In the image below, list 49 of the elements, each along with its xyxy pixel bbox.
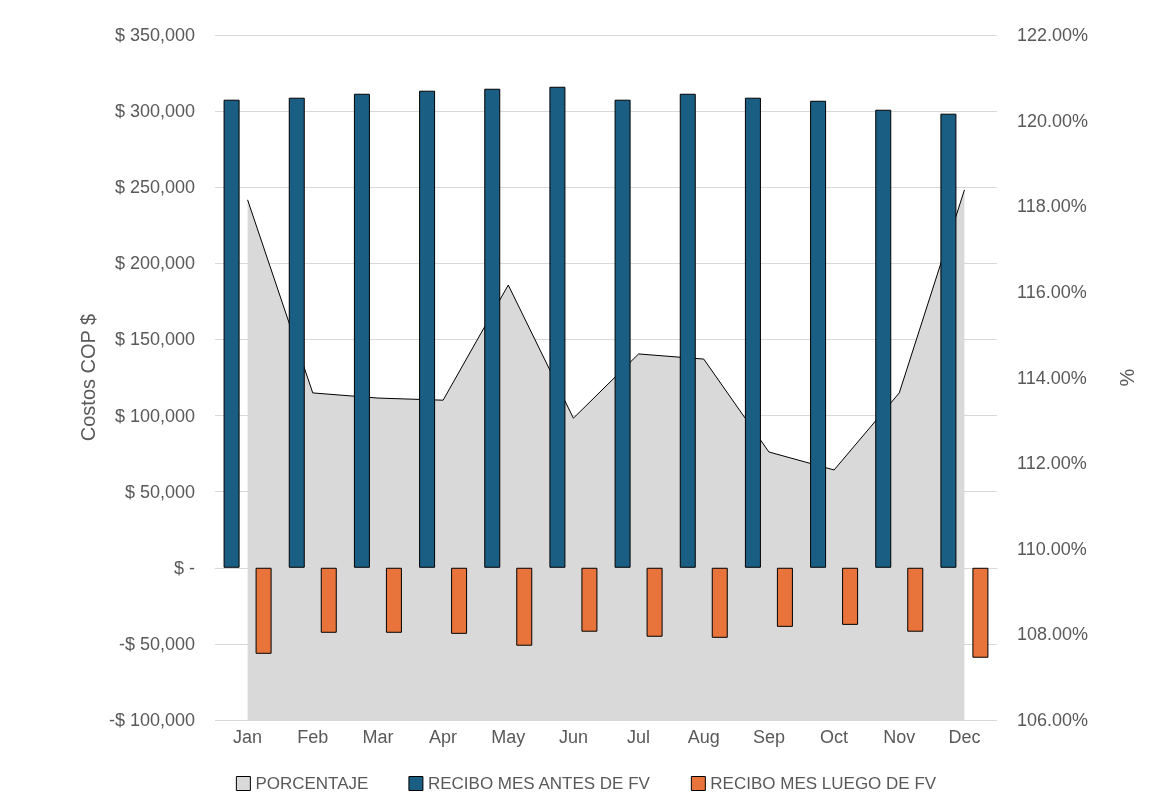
- bar: [907, 567, 924, 632]
- y2-tick-label: 116.00%: [1017, 281, 1087, 302]
- bar: [776, 567, 793, 627]
- x-tick-label: Sep: [752, 727, 785, 747]
- bar: [711, 567, 728, 638]
- y-tick-label: $ 300,000: [114, 101, 195, 122]
- x-tick-label: Feb: [297, 727, 329, 747]
- y-tick-label: $ 100,000: [114, 405, 195, 426]
- y2-tick-label: 112.00%: [1017, 453, 1087, 474]
- x-tick-label: Jul: [627, 727, 651, 747]
- x-tick-label: Jun: [558, 727, 588, 747]
- bar: [581, 567, 598, 632]
- x-tick-label: Apr: [429, 727, 458, 747]
- x-tick-label: Mar: [362, 727, 394, 747]
- bar: [646, 567, 663, 637]
- x-tick-label: Oct: [820, 727, 849, 747]
- y2-tick-label: 108.00%: [1017, 624, 1089, 645]
- bar: [972, 567, 989, 658]
- y-tick-label: $ 150,000: [114, 329, 195, 350]
- bar: [516, 567, 533, 646]
- x-tick-label: Aug: [687, 727, 720, 747]
- y2-tick-label: 120.00%: [1017, 110, 1089, 131]
- y-tick-label: -$ 100,000: [108, 710, 195, 730]
- y2-tick-label: 106.00%: [1017, 710, 1089, 730]
- legend-label: PORCENTAJE: [255, 774, 369, 793]
- y-tick-label: $ -: [173, 557, 195, 578]
- legend-label: RECIBO MES LUEGO DE FV: [710, 774, 937, 793]
- x-tick-label: Jan: [233, 727, 263, 747]
- y-axis-title: Costos COP $: [77, 313, 100, 442]
- x-tick-label: Dec: [948, 727, 981, 747]
- bar: [223, 99, 240, 568]
- y-tick-label: $ 350,000: [114, 25, 195, 45]
- y2-tick-label: 114.00%: [1017, 367, 1087, 388]
- y-tick-label: $ 50,000: [124, 481, 195, 502]
- y2-axis-title: %: [1116, 368, 1138, 387]
- bar: [451, 567, 468, 634]
- y2-tick-label: 118.00%: [1017, 196, 1087, 217]
- y2-tick-label: 110.00%: [1017, 538, 1087, 559]
- y-tick-label: -$ 50,000: [118, 633, 195, 654]
- x-tick-label: Nov: [883, 727, 916, 747]
- bar: [842, 567, 859, 625]
- bar: [320, 567, 337, 633]
- y2-tick-label: 122.00%: [1017, 25, 1089, 45]
- bar: [385, 567, 402, 633]
- x-tick-label: May: [491, 727, 526, 747]
- bar: [255, 567, 272, 654]
- y-tick-label: $ 250,000: [114, 177, 195, 198]
- y-tick-label: $ 200,000: [114, 253, 195, 274]
- legend-label: RECIBO MES ANTES DE FV: [427, 774, 651, 793]
